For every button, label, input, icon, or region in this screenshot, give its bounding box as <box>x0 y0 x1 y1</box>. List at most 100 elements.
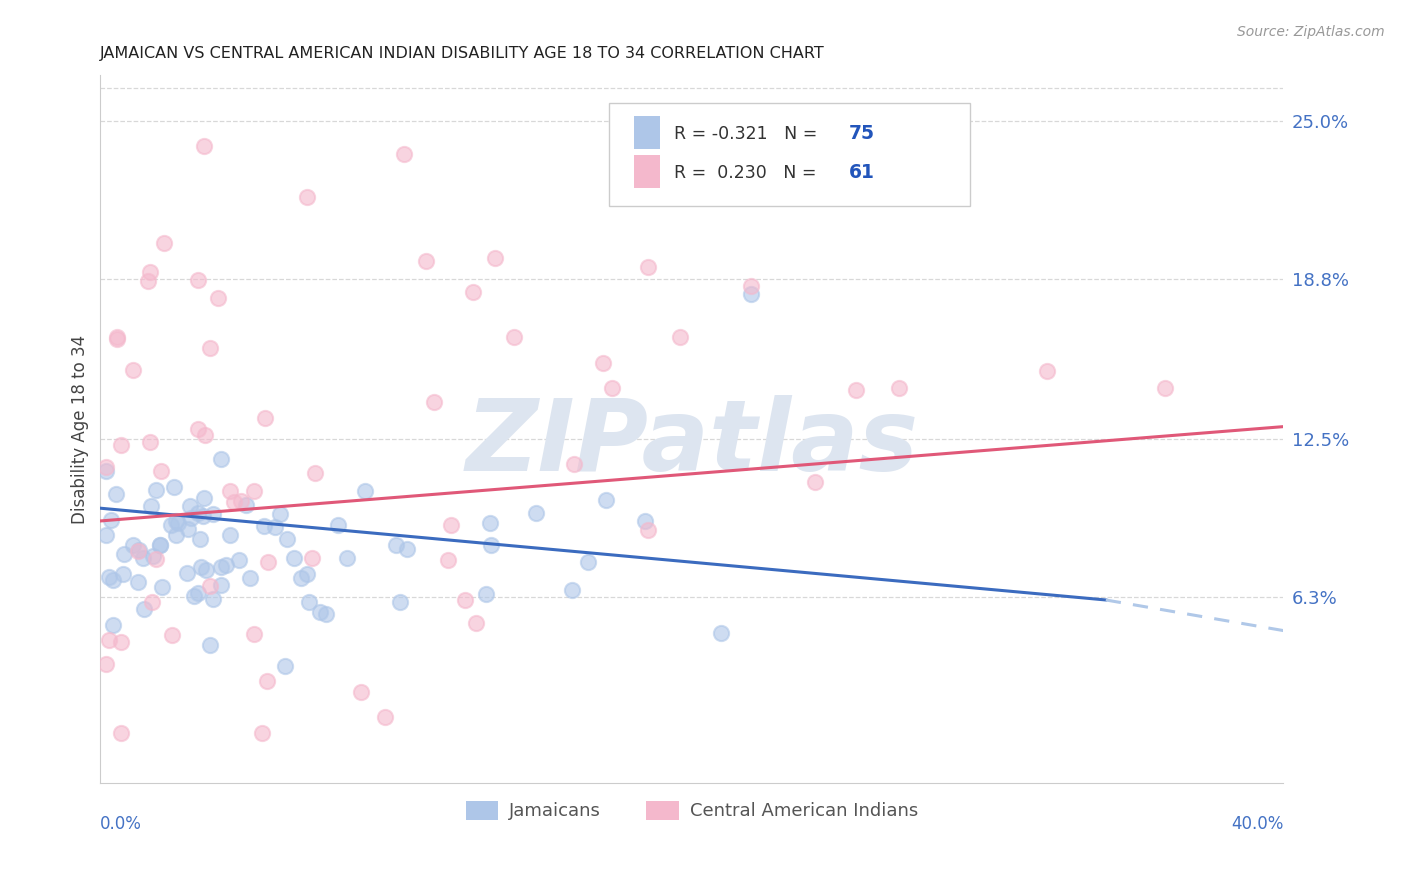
Text: 75: 75 <box>849 124 875 144</box>
Point <box>436 552 458 566</box>
Point <box>150 581 173 595</box>
Point <box>301 551 323 566</box>
Point <box>844 383 866 397</box>
Point <box>637 260 659 274</box>
Point <box>105 332 128 346</box>
Point <box>141 595 163 609</box>
Point <box>710 625 733 640</box>
Point <box>142 549 165 563</box>
Point <box>228 552 250 566</box>
Point <box>269 507 291 521</box>
Point <box>394 146 416 161</box>
Point <box>187 586 209 600</box>
Point <box>188 532 211 546</box>
Point <box>127 543 149 558</box>
Point <box>132 602 155 616</box>
Point <box>98 632 121 647</box>
Point <box>243 483 266 498</box>
Text: 40.0%: 40.0% <box>1230 815 1284 833</box>
Point <box>209 578 232 592</box>
Point <box>374 710 396 724</box>
Point <box>145 552 167 566</box>
Point <box>295 567 318 582</box>
Point <box>634 514 657 528</box>
Point <box>198 341 221 355</box>
Point <box>415 254 437 268</box>
Point <box>98 570 121 584</box>
Text: R = -0.321   N =: R = -0.321 N = <box>673 125 823 143</box>
Point <box>576 555 599 569</box>
Point <box>440 518 463 533</box>
Point <box>454 592 477 607</box>
Point <box>350 685 373 699</box>
Point <box>96 528 118 542</box>
Point <box>740 279 762 293</box>
Point <box>128 543 150 558</box>
Point <box>385 538 408 552</box>
Point <box>503 330 526 344</box>
Point <box>253 519 276 533</box>
Point <box>388 595 411 609</box>
Point <box>274 659 297 673</box>
Point <box>256 674 278 689</box>
Point <box>160 518 183 533</box>
Point <box>190 560 212 574</box>
Point <box>637 523 659 537</box>
Text: Source: ZipAtlas.com: Source: ZipAtlas.com <box>1237 25 1385 39</box>
Point <box>127 574 149 589</box>
Point <box>105 487 128 501</box>
Point <box>562 457 585 471</box>
Point <box>198 579 221 593</box>
Point <box>160 628 183 642</box>
Point <box>193 491 215 505</box>
Point <box>207 291 229 305</box>
Point <box>110 725 132 739</box>
Point <box>191 509 214 524</box>
Point <box>423 394 446 409</box>
Point <box>304 466 326 480</box>
Point <box>209 452 232 467</box>
Point <box>112 566 135 581</box>
Point <box>145 483 167 498</box>
Point <box>561 582 583 597</box>
Point <box>187 273 209 287</box>
FancyBboxPatch shape <box>609 103 970 206</box>
Point <box>100 513 122 527</box>
Point <box>1035 363 1057 377</box>
Point <box>309 606 332 620</box>
Point <box>263 520 285 534</box>
Point <box>132 551 155 566</box>
Point <box>463 285 485 299</box>
Point <box>592 356 614 370</box>
Point <box>193 428 215 442</box>
Point <box>202 592 225 607</box>
Point <box>96 465 118 479</box>
Bar <box>634 155 659 188</box>
Point <box>524 507 547 521</box>
Point <box>218 527 240 541</box>
Point <box>235 498 257 512</box>
Point <box>179 500 201 514</box>
Point <box>167 516 190 530</box>
Point <box>290 571 312 585</box>
Point <box>187 506 209 520</box>
Point <box>165 528 187 542</box>
Point <box>669 330 692 344</box>
Point <box>96 460 118 475</box>
Point <box>187 422 209 436</box>
Point <box>193 139 215 153</box>
Point <box>183 589 205 603</box>
Point <box>328 517 350 532</box>
Point <box>396 542 419 557</box>
Point <box>209 560 232 574</box>
Point <box>149 538 172 552</box>
Point <box>335 550 357 565</box>
Point <box>1154 381 1177 395</box>
Point <box>283 551 305 566</box>
Point <box>254 410 277 425</box>
Point <box>103 573 125 587</box>
Text: R =  0.230   N =: R = 0.230 N = <box>673 163 823 182</box>
Text: 61: 61 <box>849 163 875 182</box>
Point <box>740 287 762 301</box>
Text: JAMAICAN VS CENTRAL AMERICAN INDIAN DISABILITY AGE 18 TO 34 CORRELATION CHART: JAMAICAN VS CENTRAL AMERICAN INDIAN DISA… <box>100 46 825 62</box>
